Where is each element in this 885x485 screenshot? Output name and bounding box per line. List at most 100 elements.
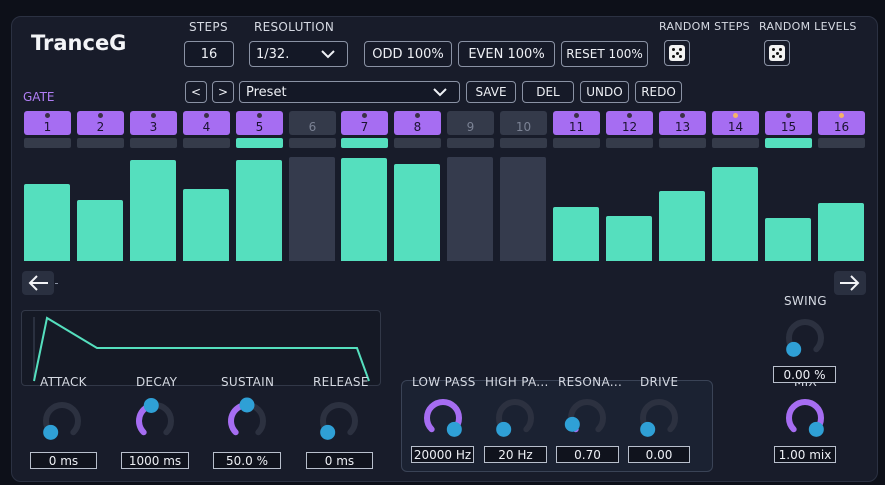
gate-indicator-8[interactable]	[394, 138, 441, 148]
gate-indicator-11[interactable]	[553, 138, 600, 148]
gate-indicator-2[interactable]	[77, 138, 124, 148]
drive-knob[interactable]	[635, 394, 683, 442]
step-label: 9	[466, 120, 475, 134]
level-bar-13[interactable]	[659, 191, 705, 261]
level-bar-12[interactable]	[606, 216, 652, 261]
gate-indicator-13[interactable]	[659, 138, 706, 148]
resonance-value[interactable]: 0.70	[556, 446, 619, 463]
redo-button[interactable]: REDO	[635, 81, 682, 103]
decay-knob[interactable]	[131, 397, 179, 445]
release-value[interactable]: 0 ms	[306, 452, 373, 469]
attack-knob[interactable]	[38, 397, 86, 445]
level-bar-5[interactable]	[236, 160, 282, 261]
low-pass-value[interactable]: 20000 Hz	[411, 446, 474, 463]
level-bar-9[interactable]	[447, 157, 493, 261]
high-pass-knob[interactable]	[491, 394, 539, 442]
scroll-track[interactable]	[55, 283, 58, 284]
arrow-left-icon	[28, 275, 48, 291]
gate-indicator-6[interactable]	[289, 138, 336, 148]
envelope-display[interactable]	[21, 310, 381, 386]
random-steps-label: RANDOM STEPS	[659, 20, 750, 33]
high-pass-label: HIGH PA...	[485, 375, 549, 389]
step-label: 5	[255, 120, 264, 134]
mix-value[interactable]: 1.00 mix	[774, 446, 836, 463]
gate-indicator-9[interactable]	[447, 138, 494, 148]
level-bar-3[interactable]	[130, 160, 176, 261]
resolution-dropdown[interactable]: 1/32.	[249, 41, 348, 67]
step-button-15[interactable]: 15	[765, 111, 812, 135]
mix-knob[interactable]	[781, 394, 829, 442]
even-button[interactable]: EVEN 100%	[458, 41, 555, 67]
level-bar-10[interactable]	[500, 157, 546, 261]
arrow-left-button[interactable]	[22, 271, 54, 295]
low-pass-knob[interactable]	[419, 394, 467, 442]
steps-field[interactable]: 16	[184, 41, 234, 67]
attack-value[interactable]: 0 ms	[30, 452, 97, 469]
step-button-6[interactable]: 6	[289, 111, 336, 135]
sustain-knob[interactable]	[223, 397, 271, 445]
step-label: 14	[727, 120, 744, 134]
preset-prev-button[interactable]: <	[185, 81, 207, 103]
release-knob[interactable]	[315, 397, 363, 445]
gate-indicator-7[interactable]	[341, 138, 388, 148]
level-bar-6[interactable]	[289, 157, 335, 261]
sustain-value[interactable]: 50.0 %	[213, 452, 281, 469]
preset-dropdown[interactable]: Preset	[239, 81, 460, 103]
level-bar-4[interactable]	[183, 189, 229, 261]
step-button-8[interactable]: 8	[394, 111, 441, 135]
gate-indicator-15[interactable]	[765, 138, 812, 148]
step-button-1[interactable]: 1	[24, 111, 71, 135]
save-button[interactable]: SAVE	[466, 81, 516, 103]
step-label: 4	[202, 120, 211, 134]
gate-indicator-16[interactable]	[818, 138, 865, 148]
level-bar-11[interactable]	[553, 207, 599, 261]
step-button-11[interactable]: 11	[553, 111, 600, 135]
decay-value[interactable]: 1000 ms	[121, 452, 189, 469]
step-label: 8	[413, 120, 422, 134]
resonance-knob[interactable]	[563, 394, 611, 442]
drive-value[interactable]: 0.00	[628, 446, 690, 463]
gate-indicator-14[interactable]	[712, 138, 759, 148]
step-button-13[interactable]: 13	[659, 111, 706, 135]
odd-button[interactable]: ODD 100%	[364, 41, 452, 67]
level-bar-1[interactable]	[24, 184, 70, 261]
random-levels-label: RANDOM LEVELS	[759, 20, 857, 33]
level-bar-7[interactable]	[341, 158, 387, 261]
undo-button[interactable]: UNDO	[580, 81, 629, 103]
step-marker	[151, 113, 156, 118]
step-button-12[interactable]: 12	[606, 111, 653, 135]
step-button-5[interactable]: 5	[236, 111, 283, 135]
high-pass-value[interactable]: 20 Hz	[484, 446, 547, 463]
step-button-14[interactable]: 14	[712, 111, 759, 135]
step-marker	[204, 113, 209, 118]
reset-button[interactable]: RESET 100%	[561, 41, 648, 67]
gate-indicator-1[interactable]	[24, 138, 71, 148]
step-label: 3	[149, 120, 158, 134]
gate-indicator-12[interactable]	[606, 138, 653, 148]
preset-next-button[interactable]: >	[212, 81, 234, 103]
swing-knob[interactable]	[781, 314, 829, 362]
level-bar-2[interactable]	[77, 200, 123, 261]
delete-button[interactable]: DEL	[522, 81, 574, 103]
level-bar-16[interactable]	[818, 203, 864, 261]
step-button-2[interactable]: 2	[77, 111, 124, 135]
swing-value[interactable]: 0.00 %	[773, 366, 836, 383]
step-button-3[interactable]: 3	[130, 111, 177, 135]
step-button-7[interactable]: 7	[341, 111, 388, 135]
level-bar-15[interactable]	[765, 218, 811, 261]
level-bar-14[interactable]	[712, 167, 758, 261]
resolution-label: RESOLUTION	[254, 20, 335, 34]
gate-indicator-3[interactable]	[130, 138, 177, 148]
step-button-10[interactable]: 10	[500, 111, 547, 135]
gate-indicator-4[interactable]	[183, 138, 230, 148]
random-levels-button[interactable]	[764, 40, 790, 66]
gate-indicator-10[interactable]	[500, 138, 547, 148]
step-button-16[interactable]: 16	[818, 111, 865, 135]
gate-indicator-5[interactable]	[236, 138, 283, 148]
step-button-9[interactable]: 9	[447, 111, 494, 135]
level-bar-8[interactable]	[394, 164, 440, 261]
envelope-curve	[33, 316, 370, 382]
arrow-right-button[interactable]	[834, 271, 866, 295]
random-steps-button[interactable]	[664, 40, 690, 66]
step-button-4[interactable]: 4	[183, 111, 230, 135]
